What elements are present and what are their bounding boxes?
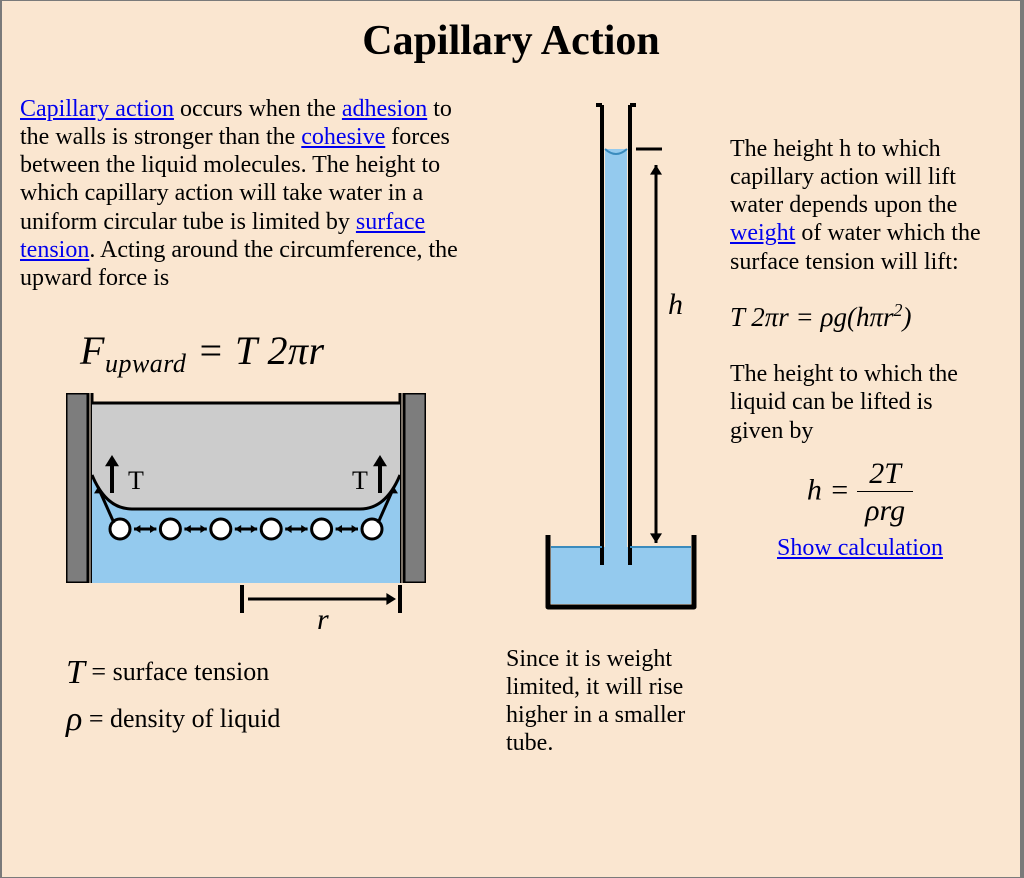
content-columns: Capillary action occurs when the adhesio…	[20, 95, 1002, 758]
eq-equals: =	[197, 328, 225, 373]
eq-h-fraction: 2T ρrg	[857, 459, 913, 526]
page-title: Capillary Action	[20, 17, 1002, 67]
spacer	[730, 95, 990, 135]
legend-rho: ρ = density of liquid	[66, 700, 482, 740]
legend-T-symbol: T	[66, 654, 85, 691]
svg-text:r: r	[317, 603, 329, 636]
eq-balance-sup: 2	[894, 300, 903, 320]
intro-paragraph: Capillary action occurs when the adhesio…	[20, 95, 482, 293]
inline-link[interactable]: adhesion	[342, 96, 427, 122]
radius-dimension: r	[66, 583, 426, 639]
legend-rho-symbol: ρ	[66, 701, 82, 738]
eq-balance-main: T 2πr = ρg(hπr	[730, 302, 894, 332]
eq-balance-tail: )	[903, 302, 912, 332]
left-column: Capillary action occurs when the adhesio…	[20, 95, 482, 758]
show-calculation-link[interactable]: Show calculation	[777, 535, 943, 561]
eq-F-sub: upward	[105, 349, 187, 378]
middle-column: h Since it is weight limited, it will ri…	[506, 95, 706, 758]
mid-caption: Since it is weight limited, it will rise…	[506, 645, 706, 758]
legend-T: T = surface tension	[66, 653, 482, 693]
inline-link[interactable]: cohesive	[301, 124, 385, 150]
show-calculation-row: Show calculation	[730, 534, 990, 562]
eq-h-num: 2T	[857, 459, 913, 492]
legend-T-text: = surface tension	[85, 657, 269, 686]
equation-upward-force: Fupward = T 2πr	[80, 327, 482, 380]
svg-text:T: T	[128, 466, 144, 495]
svg-text:h: h	[668, 288, 683, 321]
inline-link[interactable]: Capillary action	[20, 96, 174, 122]
right-paragraph-2: The height to which the liquid can be li…	[730, 360, 990, 445]
legend: T = surface tension ρ = density of liqui…	[66, 653, 482, 739]
svg-text:T: T	[352, 466, 368, 495]
tube-diagram: h	[506, 95, 706, 635]
legend-rho-text: = density of liquid	[82, 704, 280, 733]
inline-link[interactable]: surface tension	[20, 209, 425, 263]
eq-h-lhs: h =	[807, 473, 850, 506]
crosssection-diagram: TT	[66, 393, 426, 583]
right-column: The height h to which capillary action w…	[730, 95, 990, 758]
eq-F: F	[80, 328, 105, 373]
equation-balance: T 2πr = ρg(hπr2)	[730, 300, 990, 334]
equation-height: h = 2T ρrg	[730, 459, 990, 526]
eq-h-den: ρrg	[857, 492, 913, 526]
page-frame: Capillary Action Capillary action occurs…	[0, 0, 1020, 878]
eq-rhs: T 2πr	[235, 328, 325, 373]
frame-right-rail	[1020, 0, 1024, 878]
right-paragraph-1: The height h to which capillary action w…	[730, 135, 990, 277]
weight-link[interactable]: weight	[730, 220, 795, 246]
